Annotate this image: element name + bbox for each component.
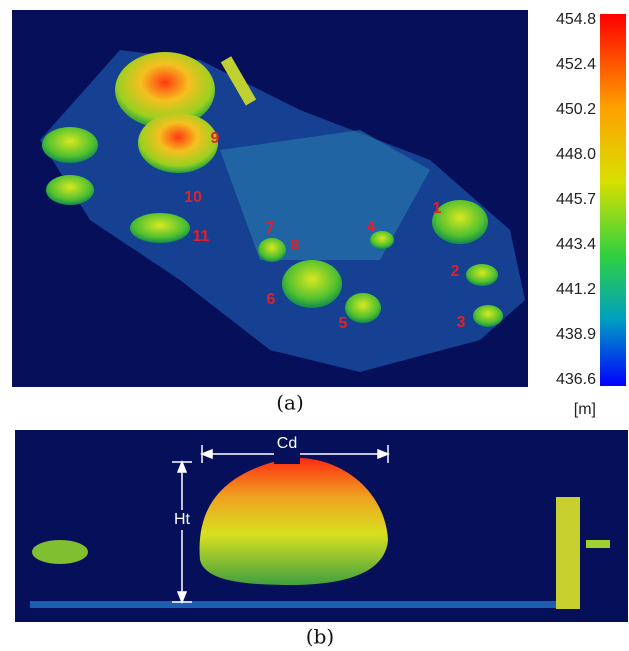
bush xyxy=(345,293,381,323)
bush-profile xyxy=(32,540,88,564)
colorbar-tick-label: 450.2 xyxy=(556,101,596,118)
tree-crown xyxy=(138,113,218,173)
tree-number: 5 xyxy=(339,315,348,332)
colorbar xyxy=(600,14,626,386)
colorbar-tick-label: 445.7 xyxy=(556,191,596,208)
caption-a: (a) xyxy=(276,391,304,415)
tree-number: 2 xyxy=(451,263,460,280)
tree-number: 10 xyxy=(184,189,202,206)
bush xyxy=(466,264,498,286)
tree-number: 9 xyxy=(211,130,220,147)
sign-profile xyxy=(586,540,610,548)
tree-number: 7 xyxy=(266,220,275,237)
figure: 1234567891011 454.8452.4450.2448.0445.74… xyxy=(0,0,629,651)
colorbar-unit: [m] xyxy=(574,401,596,418)
colorbar-tick-label: 436.6 xyxy=(556,371,596,388)
ground-line xyxy=(30,601,575,608)
caption-b: (b) xyxy=(306,625,334,649)
bush xyxy=(130,213,190,243)
tree-number: 8 xyxy=(291,237,300,254)
tree-number: 3 xyxy=(457,314,466,331)
colorbar-tick-label: 438.9 xyxy=(556,326,596,343)
bush xyxy=(282,260,342,308)
colorbar-tick-label: 443.4 xyxy=(556,236,596,253)
tree-height-label: Ht xyxy=(174,511,191,528)
colorbar-tick-label: 441.2 xyxy=(556,281,596,298)
colorbar-tick-label: 454.8 xyxy=(556,11,596,28)
colorbar-ticks: 454.8 452.4 450.2 448.0 445.7 443.4 441.2 438.9… xyxy=(556,11,596,388)
crown-diameter-label: Cd xyxy=(277,435,297,452)
bush xyxy=(258,238,286,262)
tree-number: 4 xyxy=(367,219,376,236)
tree-number: 11 xyxy=(193,228,210,245)
colorbar-tick-label: 448.0 xyxy=(556,146,596,163)
colorbar-tick-label: 452.4 xyxy=(556,56,596,73)
tree-number: 1 xyxy=(433,200,442,217)
bush xyxy=(473,305,503,327)
tree-number: 6 xyxy=(267,291,276,308)
pole-profile xyxy=(556,497,580,609)
bush xyxy=(42,127,98,163)
bush xyxy=(46,175,94,205)
